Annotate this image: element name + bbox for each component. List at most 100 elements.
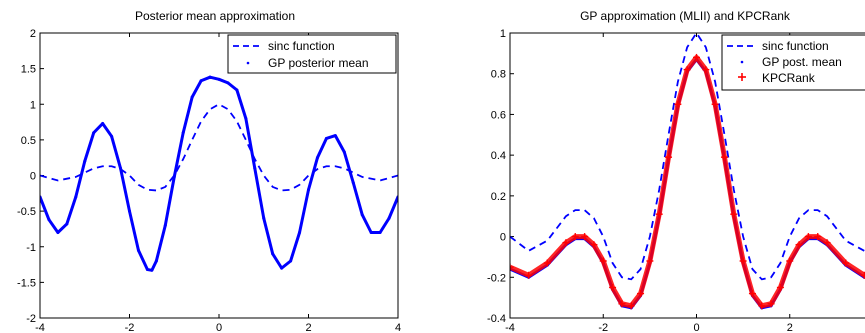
gp-mean-point bbox=[181, 131, 185, 135]
gp-mean-point bbox=[83, 159, 87, 163]
right-chart-legend: sinc function GP post. mean KPCRank bbox=[721, 34, 865, 91]
kpcrank-point bbox=[525, 271, 533, 279]
x-tick-label: -2 bbox=[598, 322, 608, 333]
right-legend-kpc-swatch bbox=[738, 73, 746, 81]
right-chart-series bbox=[510, 33, 865, 310]
right-chart: GP approximation (MLII) and KPCRank -4 -2… bbox=[487, 9, 865, 333]
y-tick-label: 1.5 bbox=[21, 64, 36, 76]
x-tick-label: 4 bbox=[395, 322, 401, 333]
gp-mean-point bbox=[47, 218, 51, 222]
kpcrank-point bbox=[860, 271, 865, 279]
gp-mean-point bbox=[119, 166, 123, 170]
kpcrank-point bbox=[627, 302, 635, 310]
kpcrank-point bbox=[748, 290, 756, 298]
y-tick-label: -0.2 bbox=[487, 272, 506, 284]
gp-mean-point bbox=[271, 252, 275, 256]
y-tick-label: 0.6 bbox=[491, 109, 506, 121]
kpcrank-point bbox=[590, 241, 598, 249]
gp-mean-point bbox=[378, 231, 382, 234]
gp-mean-point bbox=[172, 175, 176, 179]
x-tick-label: 2 bbox=[305, 322, 311, 333]
kpcrank-point bbox=[655, 210, 663, 218]
kpcrank-point bbox=[562, 239, 570, 247]
gp-mean-point bbox=[280, 266, 284, 270]
kpcrank-point bbox=[720, 153, 728, 161]
y-tick-label: 0.5 bbox=[21, 135, 36, 147]
gp-mean-point bbox=[387, 216, 391, 220]
gp-mean-point bbox=[92, 131, 96, 135]
y-tick-label: 0.8 bbox=[491, 69, 506, 81]
left-legend-gp-swatch bbox=[246, 61, 250, 65]
kpcrank-point bbox=[786, 257, 794, 265]
gp-mean-point bbox=[150, 268, 154, 272]
kpcrank-point bbox=[543, 259, 551, 267]
y-tick-label: -0.5 bbox=[17, 206, 36, 218]
kpcrank-point bbox=[618, 300, 626, 308]
gp-mean-point bbox=[217, 77, 221, 81]
kpcrank-point bbox=[758, 302, 766, 310]
gp-mean-point bbox=[253, 166, 257, 170]
gp-mean-point bbox=[351, 181, 355, 185]
kpcrank-point bbox=[581, 233, 589, 241]
gp-mean-point bbox=[298, 231, 302, 234]
gp-mean-point bbox=[369, 231, 373, 234]
kpcrank-point bbox=[842, 259, 850, 267]
left-chart-plot-frame bbox=[39, 32, 399, 319]
gp-mean-point bbox=[110, 134, 114, 138]
right-legend-box bbox=[721, 34, 865, 91]
gp-mean-point bbox=[101, 121, 105, 125]
y-tick-label: -1 bbox=[26, 242, 36, 254]
gp-mean-point bbox=[342, 150, 346, 154]
kpcrank-point bbox=[823, 239, 831, 247]
kpcrank-point bbox=[776, 283, 784, 291]
y-tick-label: -2 bbox=[26, 313, 36, 325]
kpcrank-point bbox=[665, 153, 673, 161]
y-tick-label: 0.2 bbox=[491, 191, 506, 203]
gp-mean-point bbox=[360, 213, 364, 217]
kpcrank-point bbox=[609, 283, 617, 291]
x-tick-label: -4 bbox=[35, 322, 45, 333]
kpcrank-point bbox=[730, 210, 738, 218]
gp-mean-point bbox=[208, 75, 212, 79]
x-tick-label: 0 bbox=[693, 322, 699, 333]
kpcrank-point bbox=[804, 233, 812, 241]
left-chart-series bbox=[40, 75, 398, 272]
kpcrank-point bbox=[814, 233, 822, 241]
kpcrank-point bbox=[674, 100, 682, 108]
y-tick-label: -0.4 bbox=[487, 313, 506, 325]
kpcrank-point bbox=[637, 290, 645, 298]
y-tick-label: 0 bbox=[500, 232, 506, 244]
right-chart-ticks: -4 -2 0 2 -0.4 -0.2 0 0.2 0.4 0.6 0.8 1 bbox=[487, 28, 793, 333]
gp-mean-point bbox=[154, 259, 158, 263]
left-chart-ticks: -4 -2 0 2 4-2-1.5-1-0.500.511.52 bbox=[17, 28, 401, 333]
gp-mean-point bbox=[199, 79, 203, 83]
kpcrank-point bbox=[510, 263, 514, 271]
series-kpcrank bbox=[510, 53, 865, 310]
kpcrank-point bbox=[702, 66, 710, 74]
x-tick-label: -2 bbox=[125, 322, 135, 333]
gp-mean-point bbox=[136, 248, 140, 252]
left-chart-title: Posterior mean approximation bbox=[135, 9, 295, 23]
gp-mean-point bbox=[333, 134, 337, 138]
gp-mean-point bbox=[324, 136, 328, 140]
gp-mean-point bbox=[289, 259, 293, 263]
y-tick-label: 1 bbox=[30, 99, 36, 111]
gp-mean-point bbox=[128, 209, 131, 213]
kpcrank-point bbox=[739, 257, 747, 265]
x-tick-label: 2 bbox=[787, 322, 793, 333]
gp-mean-point bbox=[56, 231, 60, 234]
left-chart-legend: sinc function GP posterior mean bbox=[227, 34, 397, 74]
series-gp-posterior-mean bbox=[40, 75, 398, 272]
x-tick-label: -4 bbox=[505, 322, 515, 333]
left-legend-box bbox=[227, 34, 397, 74]
right-legend-gp-swatch bbox=[740, 60, 744, 64]
kpcrank-point bbox=[693, 53, 700, 61]
gp-mean-point bbox=[65, 222, 69, 226]
y-tick-label: 1 bbox=[500, 28, 506, 40]
gp-mean-point bbox=[163, 223, 167, 227]
right-chart-title: GP approximation (MLII) and KPCRank bbox=[580, 9, 791, 23]
right-legend-sinc-label: sinc function bbox=[762, 39, 829, 53]
y-tick-label: 2 bbox=[30, 28, 36, 40]
gp-mean-point bbox=[74, 195, 78, 199]
series-gp-post-mean bbox=[510, 57, 865, 310]
